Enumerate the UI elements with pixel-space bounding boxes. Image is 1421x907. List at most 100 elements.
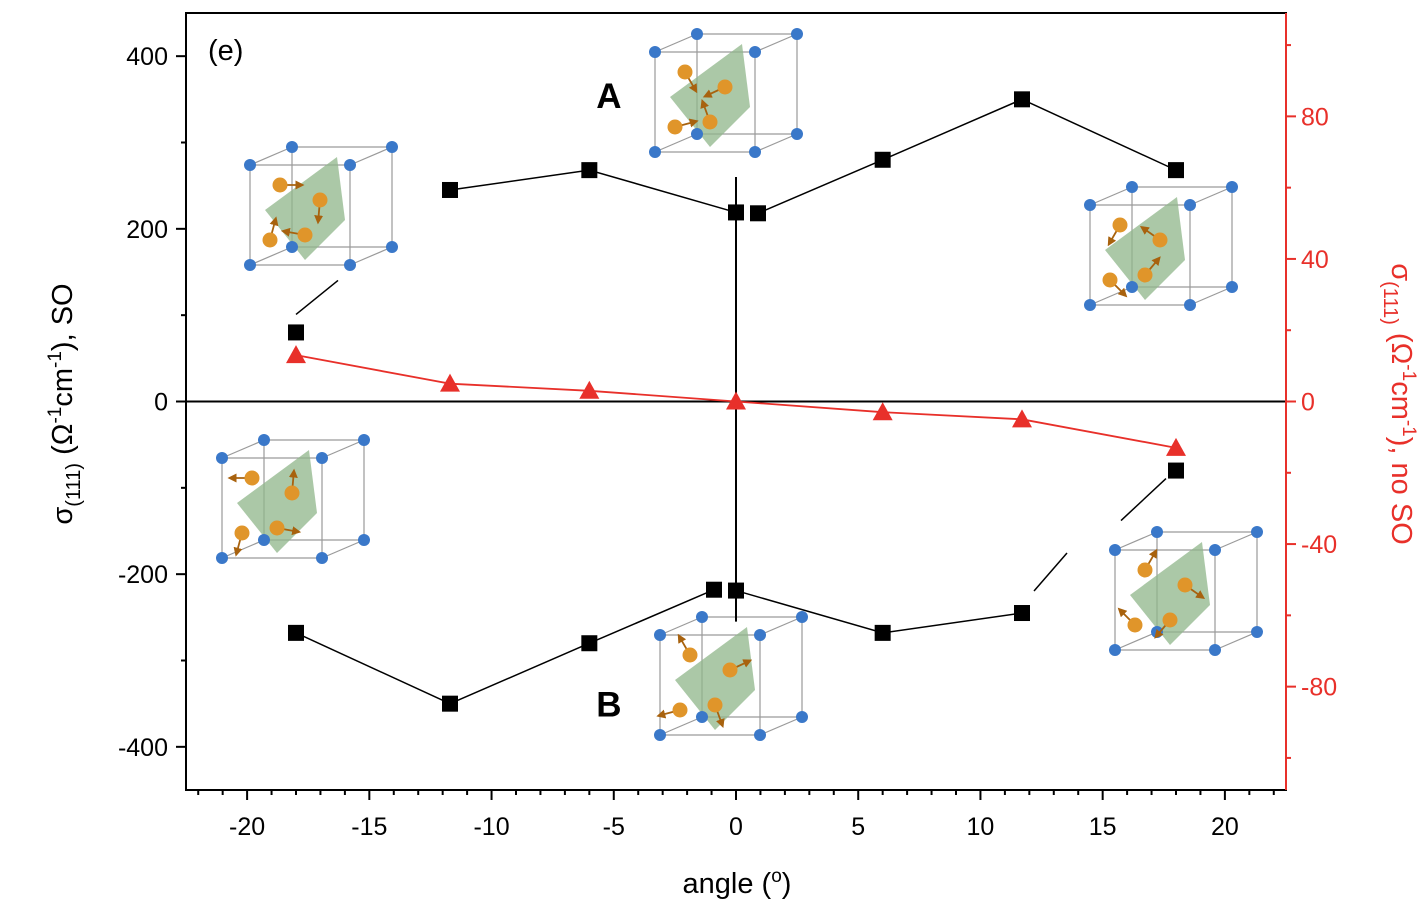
blue-atom	[216, 452, 228, 464]
blue-atom	[344, 259, 356, 271]
cube-edge	[754, 33, 798, 53]
x-axis-label: angle (o)	[683, 866, 792, 900]
cube-edge	[654, 133, 698, 153]
blue-atom	[1109, 644, 1121, 656]
orange-atom	[702, 114, 718, 130]
crystal-structure-icon	[649, 28, 803, 158]
data-point-triangle	[726, 391, 746, 410]
data-point-square	[874, 624, 891, 641]
orange-atom	[1102, 272, 1118, 288]
blue-atom	[316, 452, 328, 464]
cube-edge	[321, 439, 365, 459]
blue-atom	[1126, 281, 1138, 293]
cube-edge	[249, 146, 293, 166]
orange-atom	[269, 520, 285, 536]
blue-atom	[358, 534, 370, 546]
blue-atom	[754, 729, 766, 741]
data-point-triangle	[872, 402, 893, 421]
orange-atom	[1112, 217, 1128, 233]
blue-atom	[1184, 199, 1196, 211]
x-tick-label: -10	[473, 813, 509, 841]
cube-edge	[1189, 286, 1233, 306]
series-line-b-segment	[1120, 478, 1167, 522]
cube-edge	[654, 33, 698, 53]
cube-edge	[1114, 531, 1158, 551]
data-point-square	[1014, 91, 1030, 108]
plane-shading	[1130, 542, 1210, 645]
cube-edge	[659, 616, 703, 636]
blue-atom	[649, 46, 661, 58]
data-point-square	[1168, 462, 1184, 479]
cube-edge	[759, 716, 803, 736]
cube-edge	[1214, 531, 1258, 551]
orange-atom	[284, 485, 300, 501]
series-line-a-right	[757, 98, 1177, 214]
blue-atom	[1084, 199, 1096, 211]
cube-edge	[1089, 286, 1133, 306]
x-tick-label: 5	[851, 813, 865, 841]
series-line-b-left	[295, 589, 715, 705]
blue-atom	[1209, 544, 1221, 556]
orange-atom	[1152, 232, 1168, 248]
right-tick-label: 0	[1301, 389, 1315, 417]
blue-atom	[791, 128, 803, 140]
orange-atom	[1127, 617, 1143, 633]
blue-atom	[796, 611, 808, 623]
orange-atom	[672, 702, 688, 718]
orange-atom	[707, 697, 723, 713]
blue-atom	[386, 141, 398, 153]
orange-atom	[262, 232, 278, 248]
blue-atom	[1226, 181, 1238, 193]
blue-atom	[1226, 281, 1238, 293]
cube-edge	[1114, 631, 1158, 651]
blue-atom	[244, 159, 256, 171]
cube-edge	[349, 146, 393, 166]
x-axis-ticks: -20 -15 -10 -5 0 5 10 15 20	[197, 790, 1275, 841]
blue-atom	[791, 28, 803, 40]
orange-atom	[244, 470, 260, 486]
data-point-square	[581, 635, 598, 652]
orange-atom	[1137, 562, 1153, 578]
series-line-a-segment	[295, 279, 339, 316]
orange-atom	[722, 662, 738, 678]
data-point-square	[874, 151, 891, 168]
right-tick-label: 40	[1301, 246, 1329, 274]
cube-edge	[1214, 631, 1258, 651]
blue-atom	[286, 141, 298, 153]
blue-atom	[386, 241, 398, 253]
x-tick-label: -15	[351, 813, 387, 841]
cube-edge	[1189, 186, 1233, 206]
data-point-square	[581, 162, 598, 179]
data-point-square	[728, 204, 744, 221]
data-point-triangle	[286, 345, 306, 364]
point-labels: AB	[596, 77, 621, 725]
blue-atom	[1184, 299, 1196, 311]
right-y-axis-ticks: -80 -40 0 40 80	[1285, 13, 1337, 790]
x-tick-label: 10	[967, 813, 995, 841]
data-point-triangle	[1166, 437, 1186, 456]
left-tick-label: -200	[118, 561, 168, 589]
data-point-square	[750, 205, 766, 222]
data-point-square	[288, 324, 304, 341]
blue-atom	[1251, 526, 1263, 538]
crystal-structure-icon	[216, 434, 370, 564]
crystal-structure-icon	[654, 611, 808, 741]
blue-atom	[286, 241, 298, 253]
cube-edge	[659, 716, 703, 736]
plane-shading	[265, 157, 345, 260]
crystal-structure-icon	[1084, 181, 1238, 311]
blue-atom	[1251, 626, 1263, 638]
x-tick-label: 15	[1089, 813, 1117, 841]
branch-label: A	[596, 77, 621, 116]
cube-edge	[759, 616, 803, 636]
right-tick-label: -40	[1301, 531, 1337, 559]
blue-atom	[244, 259, 256, 271]
orange-atom	[682, 647, 698, 663]
blue-atom	[749, 146, 761, 158]
crystal-structure-insets	[216, 28, 1263, 741]
blue-atom	[358, 434, 370, 446]
x-tick-label: 0	[729, 813, 743, 841]
blue-atom	[258, 534, 270, 546]
series-markers	[286, 91, 1186, 712]
blue-atom	[1209, 644, 1221, 656]
